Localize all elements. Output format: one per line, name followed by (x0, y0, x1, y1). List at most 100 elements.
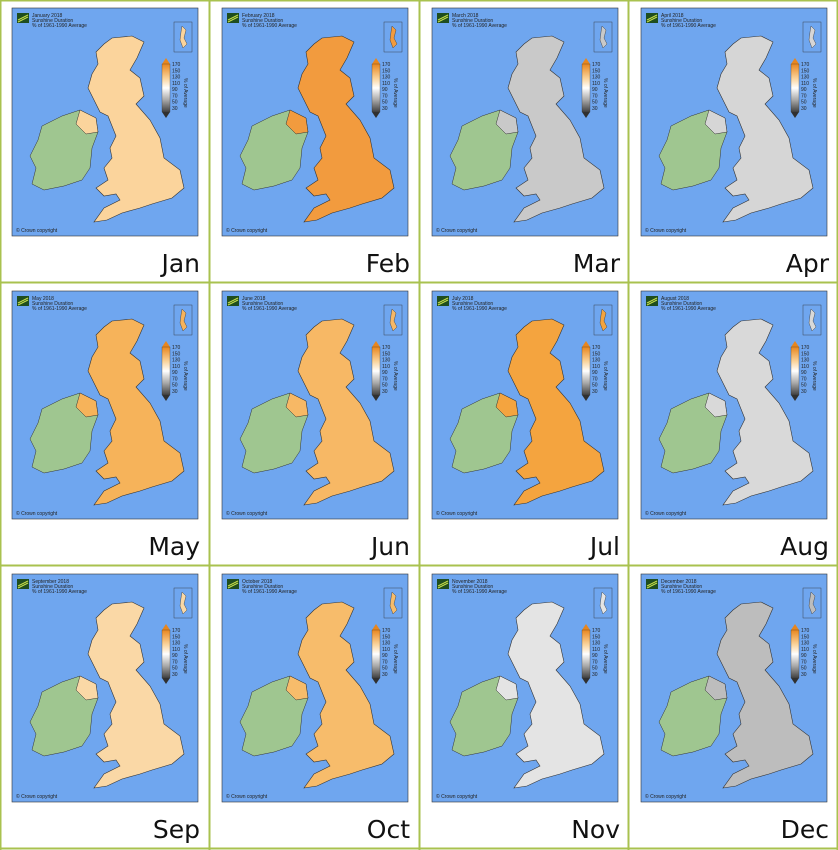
legend-label: 170 (382, 62, 391, 68)
legend-bottom-arrow (791, 112, 799, 118)
legend-label: 50 (172, 666, 178, 672)
legend-label: 30 (172, 389, 178, 395)
legend-label: 30 (592, 672, 598, 678)
legend-label: 170 (592, 62, 601, 68)
map-title: March 2018 (452, 13, 479, 19)
copyright: © Crown copyright (436, 793, 478, 800)
legend-label: 70 (801, 659, 807, 665)
legend-label: 130 (382, 358, 391, 364)
map-title: August 2018 (661, 296, 689, 302)
legend-bottom-arrow (582, 678, 590, 684)
map-title: September 2018 (32, 579, 69, 585)
map-subtitle2: % of 1961-1990 Average (32, 306, 87, 312)
legend-bar (161, 63, 171, 113)
sea (11, 7, 199, 237)
legend-top-arrow (162, 58, 170, 64)
legend-label: 50 (382, 666, 388, 672)
legend-bar (790, 346, 800, 396)
legend-label: 130 (382, 75, 391, 81)
legend-label: 50 (592, 666, 598, 672)
logo-stripes (227, 580, 239, 589)
shetland (599, 591, 608, 615)
month-label: Mar (573, 249, 621, 278)
month-label: Jan (159, 249, 200, 278)
map-subtitle2: % of 1961-1990 Average (242, 23, 297, 29)
sea (431, 573, 619, 803)
map-title: November 2018 (452, 579, 488, 585)
legend-label: 170 (801, 62, 810, 68)
legend-label: 30 (382, 389, 388, 395)
copyright: © Crown copyright (16, 793, 58, 800)
legend-bar (581, 346, 591, 396)
legend-label: 30 (382, 106, 388, 112)
legend-label: 150 (382, 634, 391, 640)
map-subtitle2: % of 1961-1990 Average (32, 589, 87, 595)
copyright: © Crown copyright (226, 510, 268, 517)
legend-label: 70 (592, 376, 598, 382)
legend-axis-label: % of Average (811, 78, 817, 108)
legend-label: 170 (801, 628, 810, 634)
legend-label: 130 (592, 641, 601, 647)
map-subtitle: Sunshine Duration (32, 301, 73, 307)
sea (640, 573, 828, 803)
northern-ireland (704, 392, 728, 418)
legend-label: 70 (172, 376, 178, 382)
month-label: Sep (153, 815, 200, 844)
legend-top-arrow (372, 341, 380, 347)
legend-label: 130 (592, 358, 601, 364)
copyright: © Crown copyright (226, 227, 268, 234)
legend-bar (790, 63, 800, 113)
legend-label: 130 (172, 641, 181, 647)
legend-label: 130 (592, 75, 601, 81)
legend-bottom-arrow (162, 112, 170, 118)
legend-bottom-arrow (791, 678, 799, 684)
legend-label: 30 (801, 106, 807, 112)
legend-label: 50 (801, 383, 807, 389)
great-britain (507, 35, 605, 223)
legend-top-arrow (372, 624, 380, 630)
legend-label: 150 (172, 351, 181, 357)
legend-label: 110 (382, 81, 390, 87)
legend-axis-label: % of Average (602, 644, 608, 674)
month-label: Jun (369, 532, 410, 561)
legend-label: 150 (801, 351, 810, 357)
legend-bar (371, 346, 381, 396)
logo-stripes (17, 297, 29, 306)
legend-label: 70 (592, 93, 598, 99)
map-subtitle2: % of 1961-1990 Average (661, 23, 716, 29)
logo-stripes (437, 580, 449, 589)
legend-label: 30 (801, 672, 807, 678)
sea (221, 573, 409, 803)
legend-label: 110 (801, 81, 809, 87)
legend-label: 90 (172, 370, 178, 376)
map-subtitle: Sunshine Duration (32, 18, 73, 24)
map-subtitle: Sunshine Duration (242, 584, 283, 590)
legend-bottom-arrow (162, 678, 170, 684)
great-britain (87, 601, 185, 789)
legend-label: 130 (172, 75, 181, 81)
legend-label: 50 (172, 100, 178, 106)
legend-label: 50 (801, 100, 807, 106)
month-label: Oct (367, 815, 410, 844)
northern-ireland (704, 675, 728, 701)
legend-label: 170 (592, 345, 601, 351)
inset-box (802, 21, 822, 53)
northern-ireland (75, 109, 99, 135)
map-title: June 2018 (242, 296, 266, 302)
legend-label: 150 (172, 634, 181, 640)
legend-label: 110 (592, 81, 600, 87)
great-britain (297, 35, 395, 223)
northern-ireland (285, 675, 309, 701)
legend-top-arrow (791, 624, 799, 630)
legend-label: 50 (592, 383, 598, 389)
legend-label: 170 (382, 345, 391, 351)
sea (221, 7, 409, 237)
northern-ireland (75, 675, 99, 701)
legend-label: 170 (592, 628, 601, 634)
